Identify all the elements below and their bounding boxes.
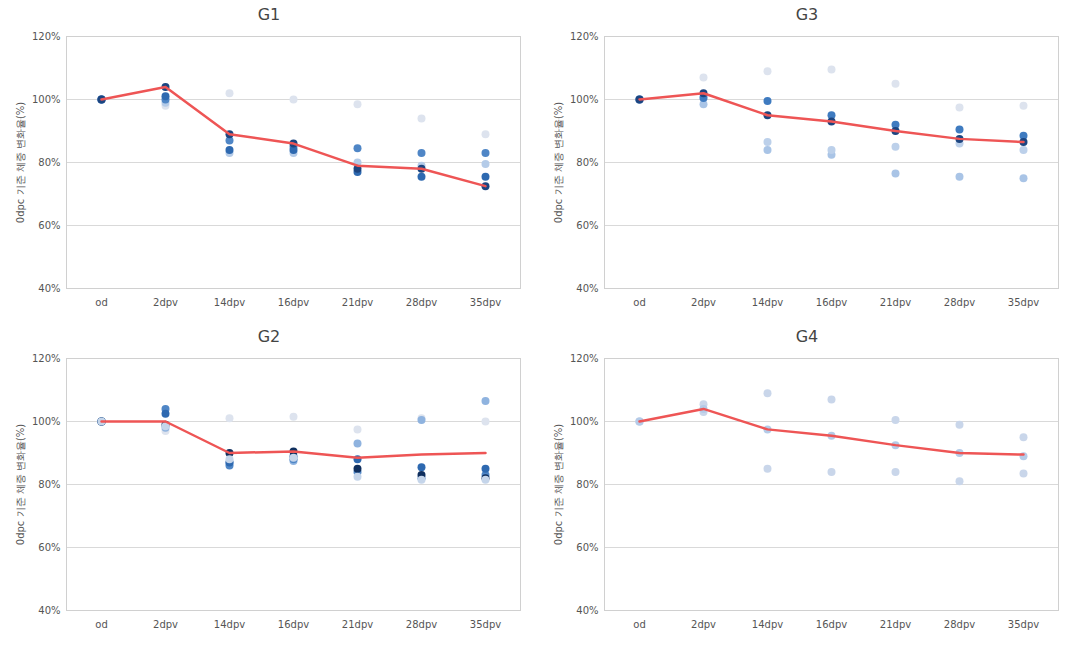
svg-text:2dpv: 2dpv xyxy=(691,619,716,630)
svg-text:16dpv: 16dpv xyxy=(816,297,847,308)
svg-text:14dpv: 14dpv xyxy=(752,619,783,630)
svg-text:60%: 60% xyxy=(576,220,598,231)
svg-text:40%: 40% xyxy=(576,283,598,294)
svg-text:40%: 40% xyxy=(38,605,60,616)
svg-text:od: od xyxy=(633,297,645,308)
svg-text:21dpv: 21dpv xyxy=(342,297,373,308)
svg-text:80%: 80% xyxy=(38,479,60,490)
svg-text:35dpv: 35dpv xyxy=(1008,297,1039,308)
svg-text:0dpc 기준 체중 변화율(%): 0dpc 기준 체중 변화율(%) xyxy=(15,102,26,223)
svg-text:120%: 120% xyxy=(32,353,61,364)
svg-text:100%: 100% xyxy=(32,94,61,105)
svg-text:0dpc 기준 체중 변화율(%): 0dpc 기준 체중 변화율(%) xyxy=(15,424,26,545)
svg-text:60%: 60% xyxy=(38,542,60,553)
svg-text:80%: 80% xyxy=(576,157,598,168)
svg-text:od: od xyxy=(95,619,107,630)
svg-text:35dpv: 35dpv xyxy=(470,619,501,630)
svg-text:0dpc 기준 체중 변화율(%): 0dpc 기준 체중 변화율(%) xyxy=(553,424,564,545)
svg-text:od: od xyxy=(95,297,107,308)
html-text:G2: G2 xyxy=(257,327,281,346)
svg-text:16dpv: 16dpv xyxy=(816,619,847,630)
svg-text:28dpv: 28dpv xyxy=(944,297,975,308)
html-text:G1: G1 xyxy=(257,5,281,24)
svg-text:2dpv: 2dpv xyxy=(691,297,716,308)
svg-text:120%: 120% xyxy=(32,31,61,42)
svg-text:120%: 120% xyxy=(570,353,599,364)
svg-text:35dpv: 35dpv xyxy=(470,297,501,308)
html-text:G4: G4 xyxy=(795,327,819,346)
html-text:G3: G3 xyxy=(795,5,819,24)
svg-text:60%: 60% xyxy=(38,220,60,231)
svg-text:16dpv: 16dpv xyxy=(278,619,309,630)
svg-text:21dpv: 21dpv xyxy=(880,619,911,630)
svg-text:100%: 100% xyxy=(32,416,61,427)
svg-text:40%: 40% xyxy=(576,605,598,616)
svg-text:14dpv: 14dpv xyxy=(214,619,245,630)
svg-text:2dpv: 2dpv xyxy=(153,619,178,630)
svg-text:80%: 80% xyxy=(576,479,598,490)
svg-text:16dpv: 16dpv xyxy=(278,297,309,308)
svg-text:100%: 100% xyxy=(570,416,599,427)
svg-text:28dpv: 28dpv xyxy=(406,297,437,308)
svg-text:60%: 60% xyxy=(576,542,598,553)
svg-text:40%: 40% xyxy=(38,283,60,294)
svg-text:0dpc 기준 체중 변화율(%): 0dpc 기준 체중 변화율(%) xyxy=(553,102,564,223)
svg-text:14dpv: 14dpv xyxy=(752,297,783,308)
svg-text:21dpv: 21dpv xyxy=(342,619,373,630)
svg-text:28dpv: 28dpv xyxy=(406,619,437,630)
svg-text:100%: 100% xyxy=(570,94,599,105)
svg-text:120%: 120% xyxy=(570,31,599,42)
svg-text:2dpv: 2dpv xyxy=(153,297,178,308)
svg-text:od: od xyxy=(633,619,645,630)
svg-text:80%: 80% xyxy=(38,157,60,168)
svg-text:14dpv: 14dpv xyxy=(214,297,245,308)
svg-text:21dpv: 21dpv xyxy=(880,297,911,308)
svg-text:35dpv: 35dpv xyxy=(1008,619,1039,630)
svg-text:28dpv: 28dpv xyxy=(944,619,975,630)
